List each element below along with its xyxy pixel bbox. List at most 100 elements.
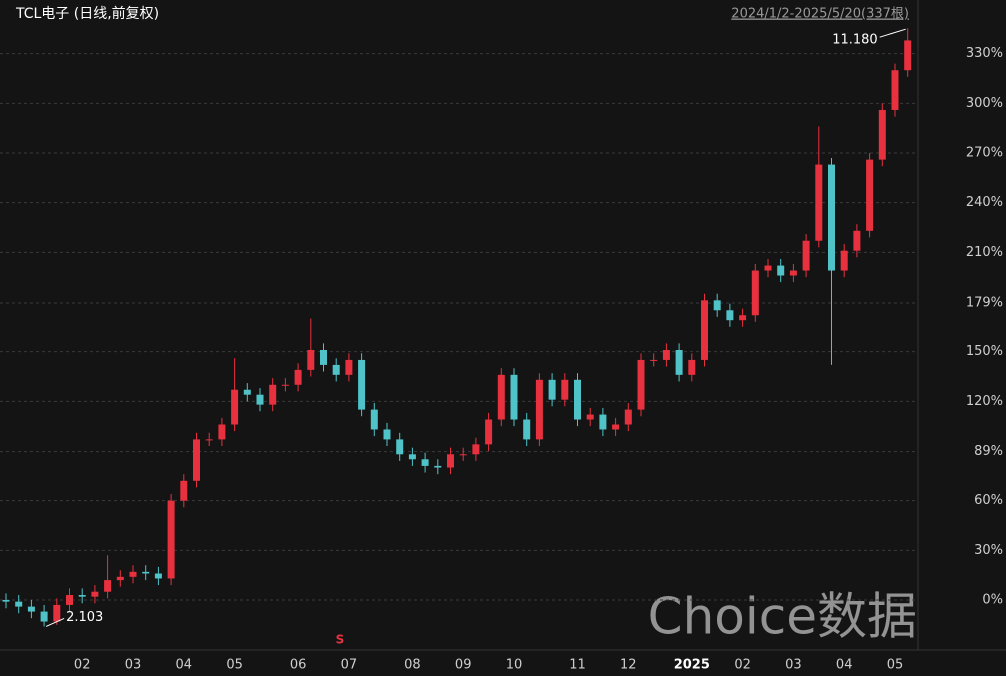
candle-body xyxy=(624,409,632,425)
candle-body xyxy=(701,300,708,360)
candle-body xyxy=(866,159,874,231)
x-tick-label: 03 xyxy=(785,658,802,673)
candle-body xyxy=(789,270,797,276)
candle-body xyxy=(2,599,10,602)
candle-body xyxy=(421,459,429,466)
candle-body xyxy=(612,424,620,430)
candle-body xyxy=(180,480,188,501)
x-tick-label: 05 xyxy=(887,658,904,673)
candle-body xyxy=(459,454,467,456)
candle-body xyxy=(586,414,594,420)
chart-title: TCL电子 (日线,前复权) xyxy=(15,5,159,22)
candle-body xyxy=(815,164,823,241)
candle-body xyxy=(523,419,531,440)
candle-body xyxy=(116,576,124,581)
candle-body xyxy=(777,265,785,276)
y-tick-label: 270% xyxy=(966,145,1003,160)
x-tick-label: 02 xyxy=(74,658,91,673)
candle-body xyxy=(167,500,175,579)
y-tick-label: 30% xyxy=(974,543,1003,558)
candle-body xyxy=(447,454,454,468)
candle-body xyxy=(802,240,810,271)
range-text: 2024/1/2-2025/5/20(337根) xyxy=(731,7,909,22)
x-tick-label: 04 xyxy=(836,658,853,673)
candle-body xyxy=(713,300,721,311)
y-tick-label: 150% xyxy=(966,344,1003,359)
low-label: 2.103 xyxy=(66,610,103,625)
candle-body xyxy=(650,359,658,361)
candle-body xyxy=(688,359,696,375)
candle-body xyxy=(739,315,747,321)
candle-body xyxy=(53,604,61,622)
candle-body xyxy=(510,374,518,420)
candle-body xyxy=(434,465,442,468)
candle-body xyxy=(269,384,277,405)
high-label: 11.180 xyxy=(832,33,878,48)
candle-body xyxy=(281,384,289,386)
candle-body xyxy=(574,379,581,420)
candle-body xyxy=(40,611,48,622)
y-tick-label: 300% xyxy=(966,96,1003,111)
x-tick-label: 03 xyxy=(125,658,142,673)
candle-body xyxy=(408,454,416,460)
candle-body xyxy=(561,379,569,400)
candle-body xyxy=(535,379,543,440)
x-tick-label: 10 xyxy=(506,658,523,673)
candle-body xyxy=(358,359,366,410)
candle-body xyxy=(370,409,378,430)
candle-body xyxy=(78,595,86,597)
y-tick-label: 89% xyxy=(974,444,1003,459)
candle-body xyxy=(332,364,340,375)
candle-body xyxy=(637,359,645,410)
candle-body xyxy=(675,350,683,375)
candle-body xyxy=(66,595,73,605)
candle-body xyxy=(27,606,35,612)
x-tick-label: 09 xyxy=(455,658,472,673)
candle-body xyxy=(840,250,848,271)
x-tick-label: 08 xyxy=(404,658,421,673)
watermark: Choice数据 xyxy=(648,588,917,646)
x-tick-label: 07 xyxy=(341,658,358,673)
candle-body xyxy=(129,571,137,577)
candle-body xyxy=(726,310,734,321)
candle-body xyxy=(548,379,556,400)
y-tick-label: 210% xyxy=(966,245,1003,260)
candle-body xyxy=(345,359,353,375)
candle-body xyxy=(307,350,315,370)
candle-body xyxy=(472,444,480,455)
candle-body xyxy=(205,439,213,441)
candle-body xyxy=(104,580,112,592)
candle-body xyxy=(15,601,23,607)
candle-body xyxy=(142,571,150,574)
x-tick-label: 02 xyxy=(734,658,751,673)
candle-body xyxy=(91,591,99,597)
y-tick-label: 240% xyxy=(966,195,1003,210)
x-tick-label: 04 xyxy=(176,658,193,673)
candle-body xyxy=(396,439,404,455)
candle-body xyxy=(256,394,264,405)
candle-body xyxy=(497,374,505,420)
candle-body xyxy=(231,389,239,425)
y-tick-label: 179% xyxy=(966,295,1003,310)
low-arrow xyxy=(45,618,65,627)
y-tick-label: 60% xyxy=(974,493,1003,508)
event-marker: S xyxy=(336,633,345,647)
candle-body xyxy=(294,369,302,385)
x-tick-label: 05 xyxy=(226,658,243,673)
candle-body xyxy=(383,429,391,440)
candle-body xyxy=(878,109,886,160)
y-tick-label: 0% xyxy=(982,592,1003,607)
candle-body xyxy=(218,424,226,440)
candle-body xyxy=(320,350,327,365)
y-tick-label: 120% xyxy=(966,394,1003,409)
candle-body xyxy=(828,164,835,271)
candle-body xyxy=(193,439,200,481)
candle-body xyxy=(243,389,251,395)
x-tick-label: 2025 xyxy=(674,658,710,673)
high-arrow xyxy=(879,28,906,38)
candle-body xyxy=(485,419,493,445)
candle-body xyxy=(904,40,912,71)
